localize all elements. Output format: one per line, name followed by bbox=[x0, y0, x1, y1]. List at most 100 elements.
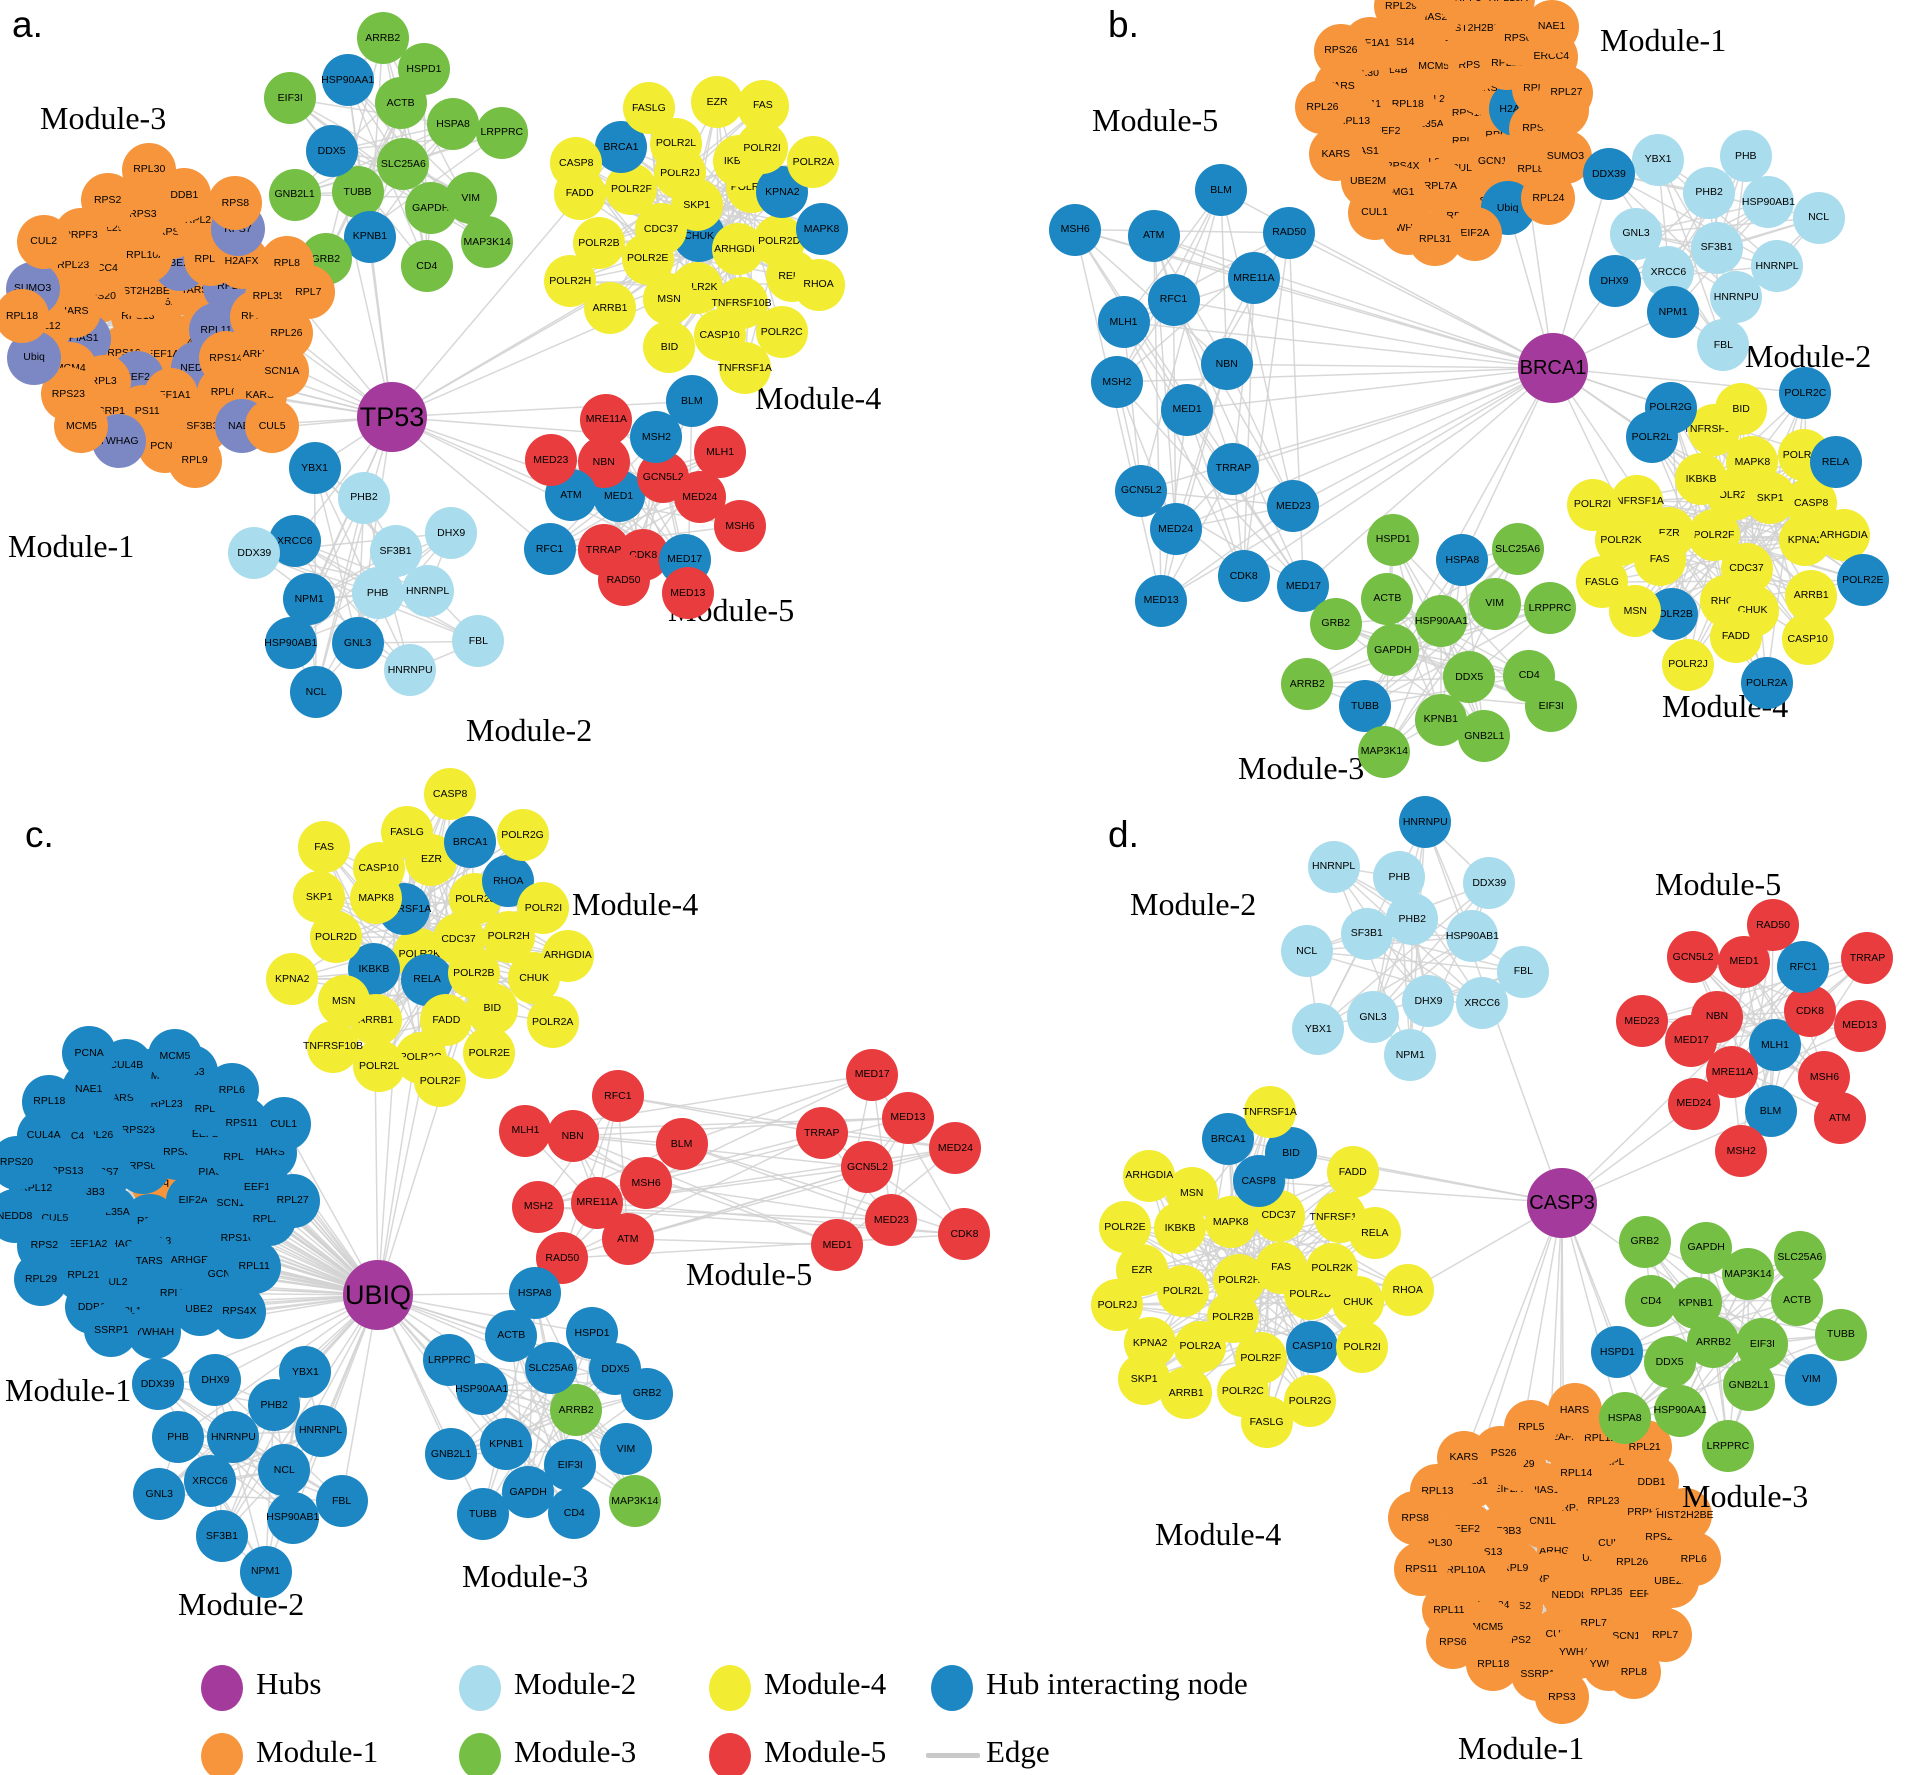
c-node-npm1: NPM1 bbox=[239, 1545, 292, 1598]
c-node-gapdh: GAPDH bbox=[502, 1466, 555, 1519]
b-node-tubb: TUBB bbox=[1339, 680, 1392, 733]
c-node-rps20: RPS20 bbox=[0, 1135, 44, 1190]
hub-brca1: BRCA1 bbox=[1518, 333, 1588, 403]
b-node-hspd1: HSPD1 bbox=[1367, 513, 1420, 566]
b-node-rpl27: RPL27 bbox=[1539, 65, 1594, 120]
b-node-cdk8: CDK8 bbox=[1217, 549, 1270, 602]
c-node-gnb2l1: GNB2L1 bbox=[425, 1428, 478, 1481]
c-node-rpl18: RPL18 bbox=[22, 1074, 77, 1129]
b-node-hsp90aa1: HSP90AA1 bbox=[1415, 595, 1468, 648]
d-node-rps6: RPS6 bbox=[1425, 1615, 1480, 1670]
c-node-tnfrsf10b: TNFRSF10B bbox=[303, 1020, 363, 1073]
d-node-med24: MED24 bbox=[1667, 1077, 1720, 1130]
d-node-chuk: CHUK bbox=[1332, 1276, 1385, 1329]
d-node-fadd: FADD bbox=[1326, 1146, 1379, 1199]
d-node-atm: ATM bbox=[1813, 1092, 1866, 1145]
a-node-tnfrsf1a: TNFRSF1A bbox=[718, 342, 772, 395]
c-node-casp8: CASP8 bbox=[424, 768, 477, 821]
hub-ubiq: UBIQ bbox=[343, 1260, 413, 1330]
c-node-skp1: SKP1 bbox=[293, 870, 346, 923]
c-node-polr2l: POLR2L bbox=[353, 1039, 406, 1092]
d-node-gnb2l1: GNB2L1 bbox=[1722, 1358, 1775, 1411]
b-node-lrpprc: LRPPRC bbox=[1523, 581, 1576, 634]
b-node-fbl: FBL bbox=[1697, 318, 1750, 371]
b-node-med24: MED24 bbox=[1149, 503, 1202, 556]
d-node-map3k14: MAP3K14 bbox=[1721, 1247, 1774, 1300]
b-node-mre11a: MRE11A bbox=[1227, 252, 1280, 305]
d-node-gnl3: GNL3 bbox=[1347, 990, 1400, 1043]
b-node-polr2g: POLR2G bbox=[1644, 381, 1697, 434]
c-node-atm: ATM bbox=[601, 1212, 654, 1265]
b-node-arhgdia: ARHGDIA bbox=[1817, 508, 1870, 561]
c-node-med23: MED23 bbox=[865, 1193, 918, 1246]
d-node-polr2j: POLR2J bbox=[1091, 1279, 1144, 1332]
b-node-phb: PHB bbox=[1719, 130, 1772, 183]
c-node-cdk8: CDK8 bbox=[938, 1208, 991, 1261]
c-node-gcn5l2: GCN5L2 bbox=[841, 1141, 894, 1194]
d-node-ddx5: DDX5 bbox=[1643, 1336, 1696, 1389]
legend-label-hubs: Hubs bbox=[256, 1666, 322, 1701]
legend-swatch-module-5 bbox=[709, 1733, 751, 1775]
b-node-ybx1: YBX1 bbox=[1632, 133, 1685, 186]
c-node-polr2f: POLR2F bbox=[414, 1054, 467, 1107]
a-node-fas: FAS bbox=[736, 79, 789, 132]
c-node-lrpprc: LRPPRC bbox=[423, 1333, 476, 1386]
legend-label-hub-interacting-node: Hub interacting node bbox=[986, 1666, 1248, 1701]
b-node-gnl3: GNL3 bbox=[1610, 207, 1663, 260]
a-node-rps8: RPS8 bbox=[208, 175, 263, 230]
a-node-ybx1: YBX1 bbox=[288, 441, 341, 494]
c-node-eif3i: EIF3I bbox=[544, 1438, 597, 1491]
d-node-polr2a: POLR2A bbox=[1174, 1320, 1227, 1373]
d-node-rpl6: RPL6 bbox=[1666, 1532, 1721, 1587]
panel-letter-c: c. bbox=[25, 814, 54, 855]
d-node-polr2e: POLR2E bbox=[1098, 1201, 1151, 1253]
b-node-rpl24: RPL24 bbox=[1521, 171, 1576, 226]
b-module-5-label: Module-5 bbox=[1092, 102, 1219, 138]
a-node-gnl3: GNL3 bbox=[331, 617, 384, 669]
d-module-5-label: Module-5 bbox=[1655, 866, 1782, 902]
d-node-rps11: RPS11 bbox=[1394, 1542, 1449, 1597]
legend-swatch-module-4 bbox=[709, 1665, 751, 1711]
c-node-dhx9: DHX9 bbox=[189, 1354, 242, 1407]
d-node-xrcc6: XRCC6 bbox=[1456, 976, 1509, 1029]
b-node-med23: MED23 bbox=[1267, 479, 1320, 532]
d-node-ddx39: DDX39 bbox=[1463, 857, 1516, 910]
c-node-arhgdia: ARHGDIA bbox=[541, 929, 594, 982]
d-node-hars: HARS bbox=[1547, 1382, 1602, 1437]
c-node-cd4: CD4 bbox=[548, 1487, 601, 1540]
a-node-npm1: NPM1 bbox=[283, 573, 336, 626]
b-node-rpl31: RPL31 bbox=[1408, 212, 1463, 267]
a-node-med23: MED23 bbox=[524, 433, 577, 486]
b-node-faslg: FASLG bbox=[1575, 555, 1628, 608]
b-node-polr2j: POLR2J bbox=[1662, 638, 1715, 691]
c-node-msn: MSN bbox=[317, 975, 370, 1028]
a-node-rpl18: RPL18 bbox=[0, 289, 49, 344]
c-node-slc25a6: SLC25A6 bbox=[525, 1342, 577, 1395]
legend-swatch-module-3 bbox=[459, 1733, 501, 1775]
b-node-phb2: PHB2 bbox=[1683, 166, 1736, 219]
c-node-ssrp1: SSRP1 bbox=[84, 1303, 139, 1358]
c-node-pcna: PCNA bbox=[62, 1026, 117, 1081]
d-node-slc25a6: SLC25A6 bbox=[1773, 1231, 1826, 1284]
d-node-ncl: NCL bbox=[1280, 925, 1333, 978]
b-node-hspa8: HSPA8 bbox=[1436, 534, 1489, 586]
a-node-mlh1: MLH1 bbox=[694, 425, 747, 478]
c-node-msh2: MSH2 bbox=[512, 1180, 565, 1233]
legend-swatch-module-2 bbox=[459, 1665, 501, 1711]
b-node-hnrnpl: HNRNPL bbox=[1751, 239, 1804, 292]
a-module-1-label: Module-1 bbox=[8, 528, 135, 564]
d-node-arrb2: ARRB2 bbox=[1687, 1315, 1740, 1368]
b-node-sf3b1: SF3B1 bbox=[1690, 221, 1743, 274]
legend-label-module-5: Module-5 bbox=[764, 1734, 887, 1769]
b-node-polr2i: POLR2I bbox=[1566, 478, 1619, 531]
c-node-hnrnpu: HNRNPU bbox=[207, 1411, 260, 1464]
b-node-gcn5l2: GCN5L2 bbox=[1115, 464, 1168, 517]
d-node-actb: ACTB bbox=[1771, 1274, 1824, 1327]
a-node-slc25a6: SLC25A6 bbox=[377, 137, 430, 190]
d-node-hsp90aa1: HSP90AA1 bbox=[1654, 1384, 1707, 1437]
d-node-polr2k: POLR2K bbox=[1306, 1242, 1359, 1295]
d-node-hspa8: HSPA8 bbox=[1598, 1392, 1651, 1445]
a-node-eif3i: EIF3I bbox=[264, 72, 317, 125]
d-node-hsp90ab1: HSP90AB1 bbox=[1446, 910, 1499, 963]
b-node-msh6: MSH6 bbox=[1049, 203, 1102, 256]
